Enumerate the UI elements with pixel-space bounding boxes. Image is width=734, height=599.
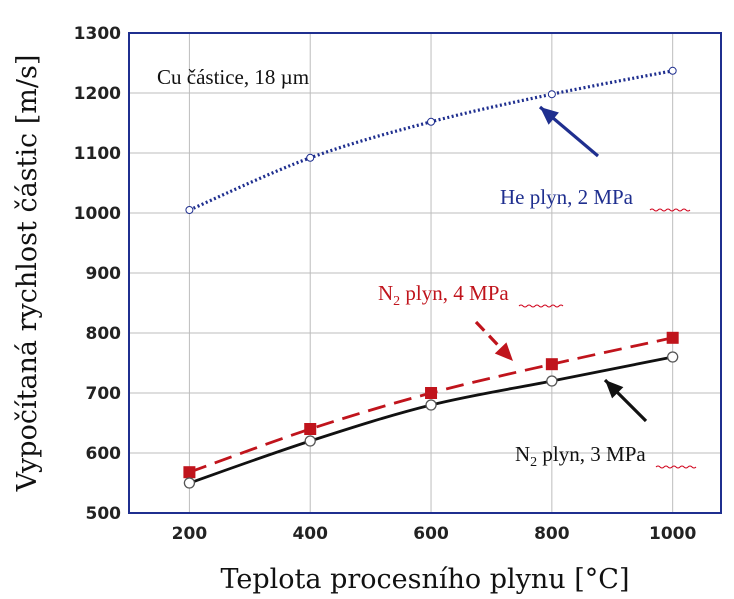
annotation-n2-4mpa: N2 plyn, 4 MPa — [378, 281, 509, 309]
data-point-2-4 — [667, 351, 679, 363]
x-tick-label: 400 — [292, 524, 328, 544]
grid — [129, 32, 721, 514]
y-tick-label: 500 — [86, 504, 122, 524]
annotation-he-unit: MPa — [593, 185, 633, 209]
annotation-material: Cu částice, 18 µm — [157, 65, 309, 89]
plot-frame — [128, 32, 722, 514]
annotation-n2-3mpa-base: N — [515, 442, 530, 466]
annotation-n2-4mpa-sub: 2 — [393, 294, 400, 309]
y-tick-label: 1000 — [74, 204, 121, 224]
data-point-2-2 — [425, 399, 437, 411]
data-point-0-2 — [427, 117, 436, 126]
data-point-0-1 — [306, 153, 315, 162]
annotation-he-text: He plyn, 2 — [500, 185, 593, 209]
x-tick-label: 200 — [172, 524, 208, 544]
y-tick-label: 700 — [86, 384, 122, 404]
data-point-2-0 — [183, 477, 196, 489]
data-point-1-2 — [425, 387, 438, 399]
arrow-he-head — [540, 107, 559, 125]
arrow-n2-3mpa-head — [605, 380, 624, 399]
annotation-n2-4mpa-unit: MPa — [469, 281, 509, 305]
annotation-n2-3mpa-squiggle — [655, 465, 697, 469]
annotation-n2-3mpa: N2 plyn, 3 MPa — [515, 442, 646, 470]
x-tick-label: 800 — [534, 524, 570, 544]
y-axis-title: Vypočítaná rychlost částic [m/s] — [12, 55, 43, 493]
data-point-2-1 — [304, 435, 316, 447]
annotation-n2-4mpa-base: N — [378, 281, 393, 305]
annotation-n2-4mpa-squiggle — [518, 304, 564, 308]
data-point-2-3 — [546, 375, 558, 387]
data-point-0-4 — [668, 66, 677, 75]
data-point-1-1 — [304, 423, 317, 435]
y-tick-label: 1300 — [74, 24, 121, 44]
y-tick-label: 600 — [86, 444, 122, 464]
annotation-n2-3mpa-sub: 2 — [530, 455, 537, 470]
x-tick-label: 600 — [413, 524, 449, 544]
y-tick-label: 1200 — [74, 84, 121, 104]
data-point-0-3 — [547, 90, 556, 99]
annotation-he-squiggle — [649, 208, 691, 212]
data-point-1-4 — [666, 331, 679, 344]
x-tick-label: 1000 — [649, 524, 696, 544]
annotation-he: He plyn, 2 MPa — [500, 185, 634, 209]
annotation-n2-3mpa-unit: MPa — [606, 442, 646, 466]
data-point-1-0 — [183, 466, 196, 479]
y-tick-label: 1100 — [74, 144, 121, 164]
arrow-n2-4mpa-head — [494, 342, 513, 361]
annotation-n2-3mpa-text: plyn, 3 — [537, 442, 606, 466]
annotation-n2-4mpa-text: plyn, 4 — [400, 281, 469, 305]
series-layer — [183, 66, 679, 489]
data-point-1-3 — [545, 358, 558, 371]
y-tick-label: 800 — [86, 324, 122, 344]
data-point-0-0 — [185, 206, 194, 214]
y-axis-ticks: 500 600 700 800 900 1000 1100 1200 1300 — [74, 24, 121, 524]
x-axis-ticks: 200 400 600 800 1000 — [172, 524, 697, 544]
x-axis-title: Teplota procesního plynu [°C] — [220, 564, 629, 595]
annotation-arrows — [474, 105, 648, 423]
y-tick-label: 900 — [86, 264, 122, 284]
